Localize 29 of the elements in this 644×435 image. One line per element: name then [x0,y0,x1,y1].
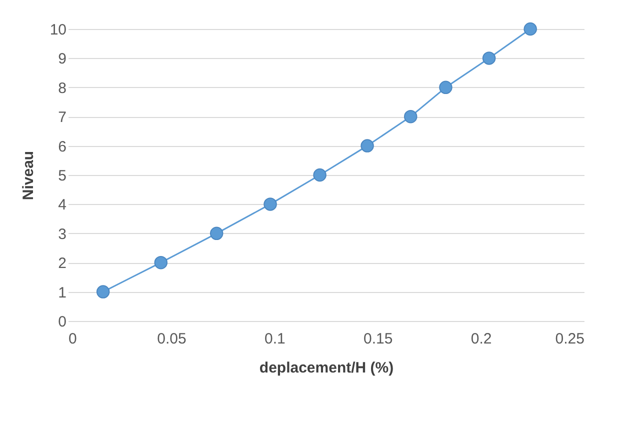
y-tick-label: 6 [58,138,66,156]
point [404,110,418,124]
point [482,52,496,65]
point [524,22,537,36]
y-tick-label: 9 [58,50,66,68]
x-tick-label: 0.2 [470,330,492,348]
x-tick-label: 0 [68,330,77,348]
point [313,168,326,182]
y-axis-title: Niveau [20,150,37,200]
y-tick-label: 7 [58,109,66,126]
y-tick-label: 1 [58,284,66,302]
y-tick-label: 2 [58,255,66,272]
point [264,198,277,211]
point [154,256,168,270]
y-tick-label: 0 [58,314,66,330]
y-tick-label: 3 [58,226,66,243]
y-tick-label: 5 [58,168,66,184]
y-tick-label: 4 [58,196,66,214]
x-tick-label: 0.05 [157,330,186,348]
x-tick-label: 0.1 [264,330,286,348]
y-tick-label: 8 [58,80,66,97]
point [360,139,374,152]
y-tick-label: 10 [50,22,66,38]
x-tick-label: 0.25 [555,330,584,348]
point [96,285,110,298]
x-tick-label: 0.15 [364,330,393,348]
x-axis-title: deplacement/H (%) [259,360,394,376]
point [210,226,224,240]
point [439,80,452,94]
